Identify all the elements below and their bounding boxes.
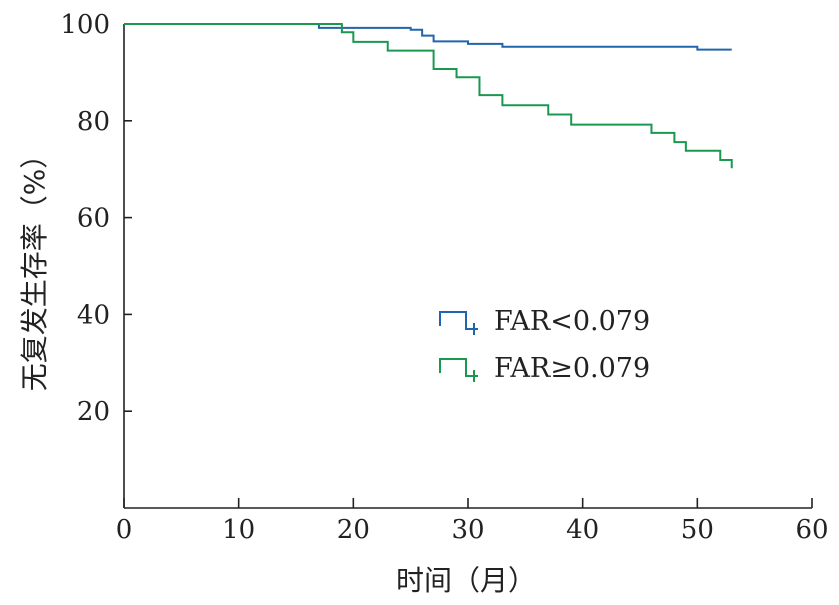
- y-axis-title: 无复发生存率（%）: [18, 141, 51, 392]
- y-tick-label-40: 40: [77, 300, 110, 330]
- series-curve-1: [124, 23, 733, 169]
- x-tick-label-50: 50: [681, 515, 714, 545]
- x-tick-label-10: 10: [222, 515, 255, 545]
- y-tick-label-100: 100: [60, 10, 110, 40]
- x-tick-label-0: 0: [116, 515, 133, 545]
- legend-swatch-1: [439, 358, 478, 377]
- y-tick-label-80: 80: [77, 107, 110, 137]
- y-tick-label-20: 20: [77, 397, 110, 427]
- x-ticks: 0 10 20 30 40 50 60: [116, 498, 829, 545]
- survival-curves: [124, 23, 733, 169]
- y-tick-label-60: 60: [77, 204, 110, 234]
- x-tick-label-40: 40: [566, 515, 599, 545]
- x-tick-label-30: 30: [451, 515, 484, 545]
- legend: FAR<0.079 FAR≥0.079: [439, 306, 650, 384]
- legend-label-0: FAR<0.079: [494, 306, 650, 337]
- legend-swatch-0: [439, 311, 478, 330]
- y-ticks: 20 40 60 80 100: [60, 10, 132, 427]
- series-curve-0: [124, 23, 732, 51]
- x-axis-title: 时间（月）: [396, 564, 536, 597]
- x-tick-label-60: 60: [795, 515, 828, 545]
- x-tick-label-20: 20: [337, 515, 370, 545]
- legend-label-1: FAR≥0.079: [494, 353, 650, 384]
